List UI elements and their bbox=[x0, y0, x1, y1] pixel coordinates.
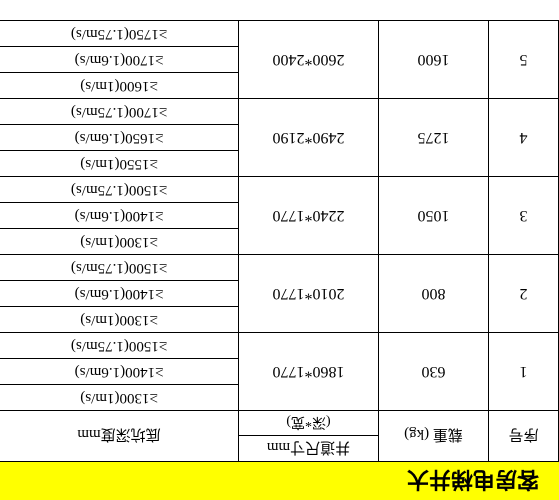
cell-shaft: 1860*1770 bbox=[239, 333, 379, 411]
page-title: 客房电梯井大 bbox=[407, 465, 539, 497]
table-row: 16301860*1770≥1300(1m/s) bbox=[0, 385, 559, 411]
cell-depth: ≥1500(1.75m/s) bbox=[0, 333, 239, 359]
spec-table: 序号载重 (kg)井道尺寸mm底坑深度mm(深*宽)16301860*1770≥… bbox=[0, 20, 559, 462]
header-shaft-sub: (深*宽) bbox=[239, 411, 379, 436]
cell-load: 1050 bbox=[379, 177, 489, 255]
cell-depth: ≥1550(1m/s) bbox=[0, 151, 239, 177]
cell-depth: ≥1300(1m/s) bbox=[0, 385, 239, 411]
cell-seq: 1 bbox=[489, 333, 559, 411]
cell-shaft: 2490*2190 bbox=[239, 99, 379, 177]
header-load: 载重 (kg) bbox=[379, 411, 489, 462]
cell-seq: 5 bbox=[489, 21, 559, 99]
cell-depth: ≥1400(1.6m/s) bbox=[0, 203, 239, 229]
cell-load: 1600 bbox=[379, 21, 489, 99]
cell-shaft: 2010*1770 bbox=[239, 255, 379, 333]
cell-depth: ≥1500(1.75m/s) bbox=[0, 255, 239, 281]
cell-depth: ≥1400(1.6m/s) bbox=[0, 359, 239, 385]
cell-depth: ≥1600(1m/s) bbox=[0, 73, 239, 99]
table-row: 516002600*2400≥1600(1m/s) bbox=[0, 73, 559, 99]
cell-seq: 2 bbox=[489, 255, 559, 333]
table-row: 28002010*1770≥1300(1m/s) bbox=[0, 307, 559, 333]
cell-load: 1275 bbox=[379, 99, 489, 177]
header-shaft: 井道尺寸mm bbox=[239, 436, 379, 462]
header-pit: 底坑深度mm bbox=[0, 411, 239, 462]
cell-seq: 3 bbox=[489, 177, 559, 255]
cell-depth: ≥1700(1.6m/s) bbox=[0, 47, 239, 73]
cell-depth: ≥1750(1.75m/s) bbox=[0, 21, 239, 47]
cell-depth: ≥1400(1.6m/s) bbox=[0, 281, 239, 307]
cell-seq: 4 bbox=[489, 99, 559, 177]
cell-depth: ≥1700(1.75m/s) bbox=[0, 99, 239, 125]
cell-depth: ≥1650(1.6m/s) bbox=[0, 125, 239, 151]
cell-shaft: 2600*2400 bbox=[239, 21, 379, 99]
cell-load: 800 bbox=[379, 255, 489, 333]
cell-depth: ≥1300(1m/s) bbox=[0, 229, 239, 255]
table-row: 310502240*1770≥1300(1m/s) bbox=[0, 229, 559, 255]
header-seq: 序号 bbox=[489, 411, 559, 462]
table-row: 412752490*2190≥1550(1m/s) bbox=[0, 151, 559, 177]
cell-depth: ≥1300(1m/s) bbox=[0, 307, 239, 333]
title-bar: 客房电梯井大 bbox=[0, 462, 559, 500]
cell-load: 630 bbox=[379, 333, 489, 411]
cell-shaft: 2240*1770 bbox=[239, 177, 379, 255]
cell-depth: ≥1500(1.75m/s) bbox=[0, 177, 239, 203]
